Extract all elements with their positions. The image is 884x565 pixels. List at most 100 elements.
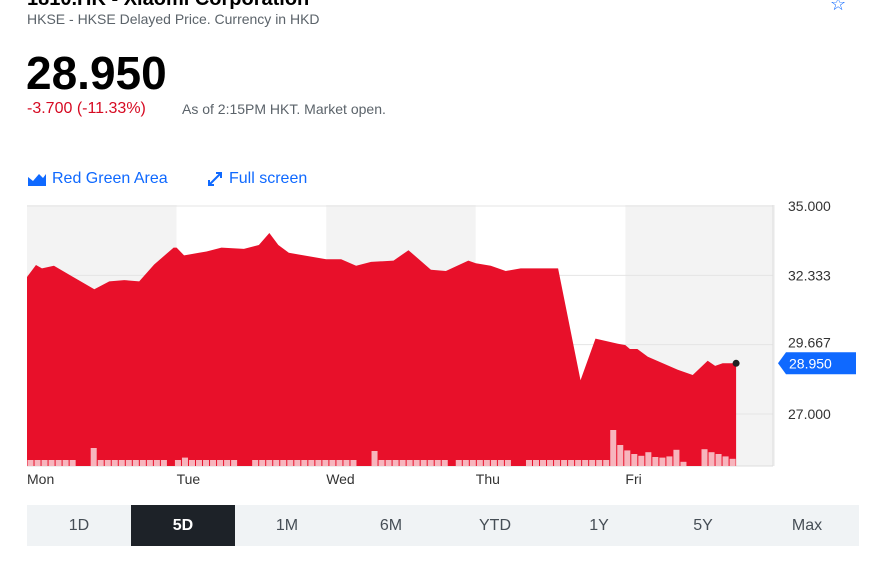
expand-icon xyxy=(208,172,222,186)
volume-bar xyxy=(589,460,596,466)
fullscreen-button[interactable]: Full screen xyxy=(207,170,307,188)
volume-bar xyxy=(125,460,132,466)
volume-bar xyxy=(469,460,476,466)
y-tick-label: 35.000 xyxy=(788,200,831,214)
volume-bar xyxy=(476,460,483,466)
volume-bar xyxy=(392,460,399,466)
range-6m[interactable]: 6M xyxy=(379,516,403,534)
volume-bar xyxy=(217,460,224,466)
volume-bar xyxy=(610,430,617,466)
volume-bar xyxy=(582,460,589,466)
volume-bar xyxy=(638,455,645,466)
volume-bar xyxy=(48,460,55,466)
volume-bar xyxy=(624,450,631,466)
current-price-badge-label: 28.950 xyxy=(789,355,832,371)
volume-bar xyxy=(350,460,357,466)
volume-bar xyxy=(645,452,652,466)
volume-bar xyxy=(104,460,111,466)
volume-bar xyxy=(568,460,575,466)
volume-bar xyxy=(153,460,160,466)
volume-bar xyxy=(322,460,329,466)
range-1d[interactable]: 1D xyxy=(68,516,90,534)
volume-bar xyxy=(111,460,118,466)
range-max[interactable]: Max xyxy=(791,516,823,534)
range-1y[interactable]: 1Y xyxy=(589,516,609,534)
range-selector: 1D 5D 1M 6M YTD 1Y 5Y Max xyxy=(27,505,859,546)
volume-bar xyxy=(181,457,188,466)
volume-bar xyxy=(596,460,603,466)
range-5y[interactable]: 5Y xyxy=(693,516,713,534)
volume-bar xyxy=(27,460,34,466)
volume-bar xyxy=(434,460,441,466)
volume-bar xyxy=(90,448,97,466)
volume-bar xyxy=(266,460,273,466)
volume-bar xyxy=(62,460,69,466)
volume-bar xyxy=(139,460,146,466)
volume-bar xyxy=(210,460,217,466)
range-5d[interactable]: 5D xyxy=(131,505,235,546)
area-chart-icon xyxy=(28,174,46,186)
fullscreen-label: Full screen xyxy=(229,170,308,187)
volume-bar xyxy=(174,460,181,466)
volume-bar xyxy=(188,460,195,466)
volume-bar xyxy=(666,456,673,466)
volume-bar xyxy=(160,460,167,466)
volume-bar xyxy=(561,460,568,466)
market-status: As of 2:15PM HKT. Market open. xyxy=(182,101,386,117)
volume-bar xyxy=(287,460,294,466)
x-tick-label: Thu xyxy=(476,471,500,487)
volume-bar xyxy=(729,458,736,466)
price-chart[interactable]: 35.000 32.333 29.667 27.000 28.950 Mon Tue Wed T… xyxy=(0,200,884,500)
volume-bar xyxy=(455,460,462,466)
volume-bar xyxy=(575,460,582,466)
volume-bar xyxy=(252,460,259,466)
volume-bar xyxy=(146,460,153,466)
x-tick-label: Tue xyxy=(177,471,201,487)
x-tick-label: Mon xyxy=(27,471,54,487)
volume-bar xyxy=(336,460,343,466)
volume-bar xyxy=(315,460,322,466)
volume-bar xyxy=(280,460,287,466)
y-tick-label: 27.000 xyxy=(788,406,831,422)
chart-type-label: Red Green Area xyxy=(52,170,168,187)
y-tick-label: 32.333 xyxy=(788,267,831,283)
volume-bar xyxy=(427,460,434,466)
volume-bar xyxy=(308,460,315,466)
volume-bar xyxy=(532,460,540,466)
chart-type-button[interactable]: Red Green Area xyxy=(28,170,168,188)
volume-bar xyxy=(406,460,413,466)
volume-bar xyxy=(413,460,420,466)
volume-bar xyxy=(224,460,231,466)
volume-bar xyxy=(69,460,76,466)
volume-bar xyxy=(203,460,210,466)
volume-bar xyxy=(329,460,336,466)
volume-bar xyxy=(378,460,385,466)
volume-bar xyxy=(195,460,203,466)
current-price-badge xyxy=(778,352,856,375)
volume-bar xyxy=(118,460,125,466)
volume-bar xyxy=(617,445,624,466)
watchlist-star-icon[interactable]: ☆ xyxy=(830,0,847,14)
range-ytd[interactable]: YTD xyxy=(479,516,511,534)
x-tick-label: Wed xyxy=(326,471,355,487)
volume-bar xyxy=(97,460,104,466)
x-tick-label: Fri xyxy=(625,471,641,487)
volume-bar xyxy=(55,460,62,466)
volume-bar xyxy=(525,460,532,466)
volume-bar xyxy=(554,460,561,466)
volume-bar xyxy=(385,460,392,466)
exchange-subtitle: HKSE - HKSE Delayed Price. Currency in H… xyxy=(27,11,320,27)
volume-bar xyxy=(41,460,48,466)
price-change: -3.700 (-11.33%) xyxy=(27,100,146,117)
volume-bar xyxy=(490,460,497,466)
volume-bar xyxy=(708,452,715,466)
volume-bar xyxy=(722,456,729,466)
volume-bar xyxy=(301,460,308,466)
volume-bar xyxy=(547,460,554,466)
y-tick-label: 29.667 xyxy=(788,335,831,351)
volume-bar xyxy=(371,451,378,466)
volume-bar xyxy=(701,449,708,466)
volume-bar xyxy=(34,460,41,466)
volume-bar xyxy=(259,460,266,466)
range-1m[interactable]: 1M xyxy=(275,516,299,534)
